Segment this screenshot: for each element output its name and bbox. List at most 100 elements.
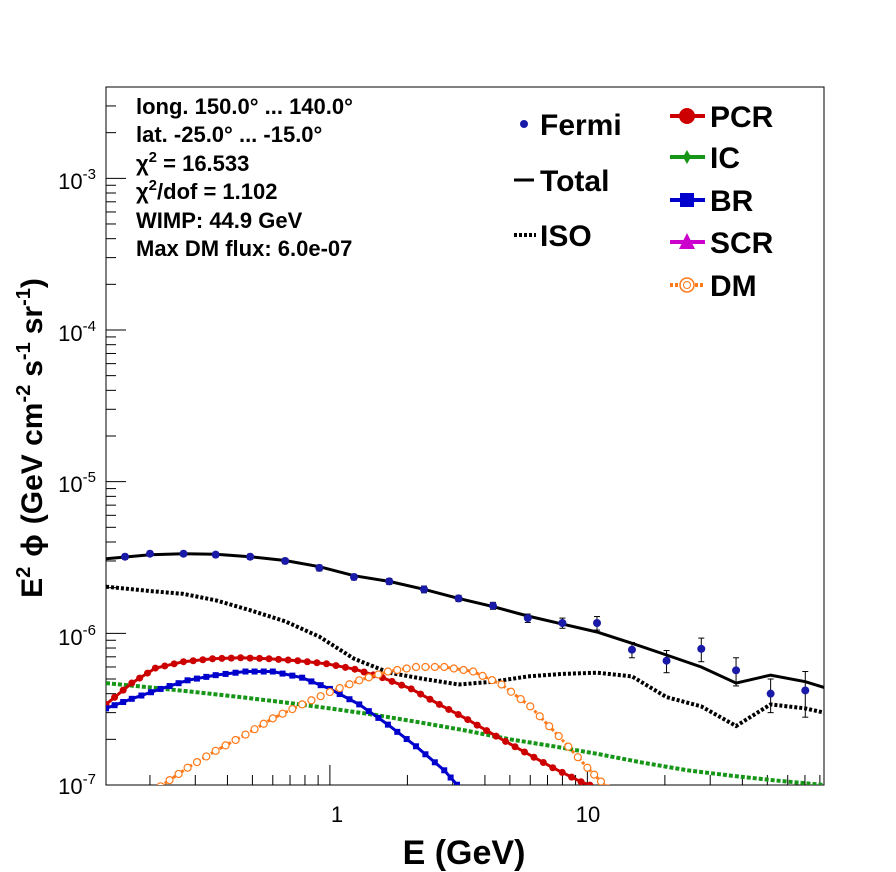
fermi-point-18 bbox=[732, 666, 741, 675]
dm-marker-3 bbox=[183, 763, 192, 772]
pcr-marker-10 bbox=[189, 657, 197, 665]
pcr-marker-26 bbox=[341, 663, 349, 671]
info-chi2: χ2 = 16.533 bbox=[136, 149, 249, 176]
br-marker-4 bbox=[138, 692, 145, 699]
dm-marker-39 bbox=[526, 702, 535, 711]
br-marker-20 bbox=[289, 672, 296, 679]
br-marker-11 bbox=[203, 673, 210, 680]
dm-marker-26 bbox=[402, 664, 411, 673]
br-marker-21 bbox=[299, 674, 306, 681]
dm-marker-6 bbox=[211, 746, 220, 755]
legend-scr-marker bbox=[679, 233, 695, 249]
br-marker-25 bbox=[336, 691, 343, 698]
dm-marker-8 bbox=[231, 735, 240, 745]
pcr-marker-15 bbox=[237, 654, 245, 662]
pcr-marker-11 bbox=[199, 656, 207, 664]
info-block: long. 150.0° ... 140.0° lat. -25.0° ... … bbox=[136, 94, 353, 261]
dm-marker-18 bbox=[325, 687, 335, 697]
br-marker-7 bbox=[166, 683, 173, 690]
dm-marker-14 bbox=[288, 704, 297, 714]
dm-marker-5 bbox=[202, 752, 211, 761]
x-tick-label-1: 1 bbox=[331, 802, 343, 827]
dm-marker-21 bbox=[355, 676, 364, 685]
legend: Fermi Total ISO PCR IC BR SCR DM bbox=[514, 101, 774, 303]
pcr-marker-3 bbox=[128, 679, 136, 687]
br-marker-27 bbox=[356, 701, 363, 708]
dm-marker-23 bbox=[374, 670, 383, 679]
fermi-point-5 bbox=[281, 556, 290, 565]
pcr-marker-34 bbox=[417, 690, 425, 698]
br-marker-14 bbox=[232, 669, 239, 676]
br-marker-16 bbox=[251, 668, 258, 675]
br-marker-39 bbox=[460, 789, 466, 795]
br-marker-28 bbox=[365, 708, 372, 715]
fermi-point-1 bbox=[145, 549, 154, 558]
legend-scr-label: SCR bbox=[710, 227, 774, 260]
dm-marker-32 bbox=[459, 665, 468, 675]
series-dm bbox=[159, 665, 607, 785]
pcr-marker-48 bbox=[549, 764, 557, 772]
dm-marker-7 bbox=[221, 741, 230, 750]
pcr-marker-47 bbox=[539, 758, 547, 766]
dm-marker-19 bbox=[335, 684, 344, 693]
y-tick-label-1e-3: 10-3 bbox=[58, 166, 96, 194]
pcr-marker-2 bbox=[119, 686, 127, 694]
br-marker-13 bbox=[222, 670, 229, 677]
dm-marker-25 bbox=[393, 665, 402, 675]
fermi-point-4 bbox=[246, 552, 255, 561]
br-marker-31 bbox=[394, 728, 401, 735]
pcr-marker-31 bbox=[388, 677, 396, 685]
dm-marker-31 bbox=[449, 664, 458, 673]
pcr-marker-21 bbox=[294, 657, 302, 665]
fermi-point-11 bbox=[489, 601, 498, 610]
x-tick-label-10: 10 bbox=[576, 802, 600, 827]
dm-marker-38 bbox=[516, 694, 525, 704]
br-marker-38 bbox=[454, 781, 461, 785]
fermi-point-15 bbox=[627, 645, 636, 654]
fermi-points-layer bbox=[120, 549, 810, 718]
pcr-marker-25 bbox=[332, 662, 340, 670]
dm-marker-43 bbox=[564, 742, 573, 751]
dm-marker-48 bbox=[605, 784, 611, 785]
pcr-marker-17 bbox=[256, 654, 264, 662]
br-marker-34 bbox=[422, 751, 429, 758]
y-tick-labels: 10-7 10-6 10-5 10-4 10-3 bbox=[58, 166, 96, 799]
br-marker-35 bbox=[431, 759, 438, 766]
pcr-marker-33 bbox=[407, 685, 415, 693]
pcr-marker-35 bbox=[426, 695, 434, 703]
pcr-marker-44 bbox=[511, 743, 519, 751]
pcr-marker-1 bbox=[111, 693, 119, 701]
fermi-point-0 bbox=[120, 552, 129, 561]
fermi-point-20 bbox=[801, 686, 810, 695]
pcr-marker-24 bbox=[323, 660, 331, 668]
br-marker-0 bbox=[106, 705, 109, 712]
dm-marker-15 bbox=[298, 700, 307, 709]
dm-marker-30 bbox=[440, 662, 449, 672]
dm-marker-27 bbox=[411, 662, 421, 672]
br-marker-2 bbox=[120, 699, 127, 706]
pcr-marker-45 bbox=[521, 748, 529, 756]
pcr-marker-38 bbox=[454, 711, 462, 719]
br-marker-30 bbox=[384, 721, 391, 728]
dm-marker-9 bbox=[241, 730, 250, 739]
series-ic bbox=[106, 681, 824, 785]
pcr-marker-37 bbox=[445, 705, 453, 713]
br-marker-9 bbox=[184, 677, 191, 684]
br-marker-10 bbox=[193, 675, 200, 682]
pcr-marker-41 bbox=[483, 727, 491, 735]
series-layer bbox=[106, 552, 824, 795]
br-marker-29 bbox=[375, 714, 382, 721]
dm-marker-10 bbox=[250, 725, 259, 734]
pcr-marker-53 bbox=[595, 785, 602, 792]
dm-marker-24 bbox=[383, 667, 393, 676]
dm-marker-11 bbox=[259, 719, 268, 728]
pcr-marker-51 bbox=[577, 778, 585, 785]
pcr-marker-19 bbox=[275, 655, 283, 663]
dm-marker-0 bbox=[156, 782, 165, 785]
fermi-point-7 bbox=[349, 573, 358, 582]
pcr-marker-39 bbox=[464, 716, 472, 724]
fermi-point-6 bbox=[315, 563, 324, 572]
y-axis-label: E2ϕ(GeV cm-2s-1sr-1) bbox=[13, 278, 49, 598]
legend-dm-marker-inner bbox=[683, 281, 691, 289]
